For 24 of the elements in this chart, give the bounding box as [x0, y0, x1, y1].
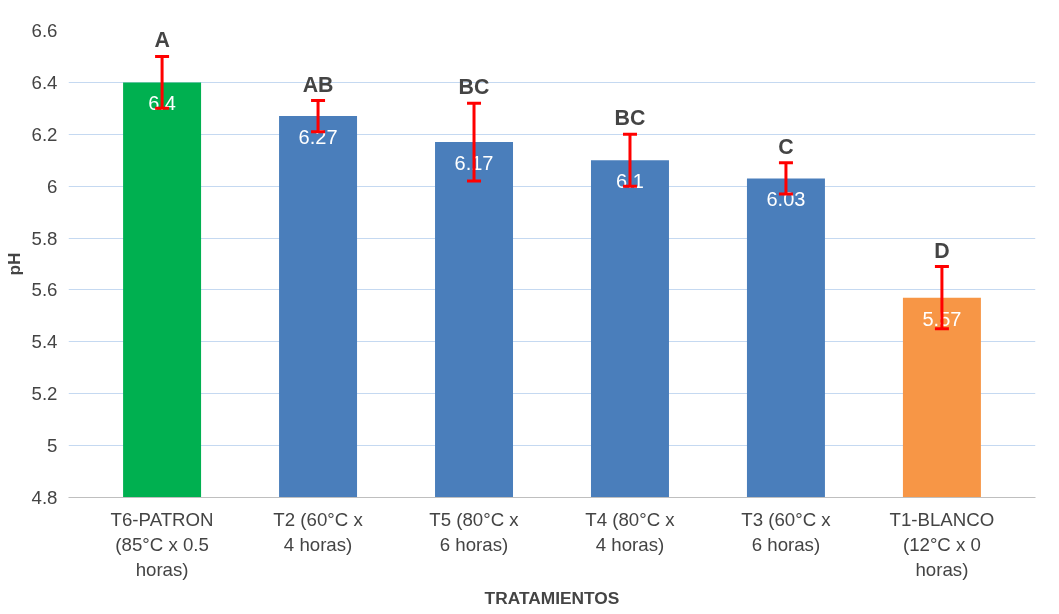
y-tick-label: 4.8	[31, 487, 58, 508]
annotation: C	[778, 134, 794, 159]
annotation: D	[934, 238, 950, 263]
y-tick-label: 6.6	[31, 20, 58, 41]
y-tick-label: 5.2	[31, 383, 58, 405]
annotation: AB	[302, 72, 334, 97]
y-tick-label: 5	[47, 435, 58, 457]
y-tick-label: 6.2	[31, 123, 58, 145]
y-tick-label: 5.8	[31, 227, 58, 249]
annotation: BC	[614, 106, 646, 131]
x-tick-label: T4 (80°C x 4 horas)	[585, 508, 676, 555]
y-tick-label: 5.4	[31, 331, 58, 353]
y-tick-label: 6.4	[31, 71, 58, 93]
x-tick-label: T1-BLANCO (12°C x 0 horas)	[889, 508, 995, 580]
x-tick-label: T3 (60°C x 6 horas)	[741, 508, 832, 555]
annotation: A	[154, 28, 170, 53]
y-tick-label: 6	[47, 175, 58, 197]
x-tick-label: T2 (60°C x 4 horas)	[273, 508, 364, 555]
y-axis-title: pH	[3, 252, 24, 276]
x-axis-title: TRATAMIENTOS	[484, 587, 620, 608]
x-tick-label: T5 (80°C x 6 horas)	[429, 508, 520, 555]
x-tick-label: T6-PATRON (85°C x 0.5 horas)	[110, 508, 214, 580]
annotation: BC	[458, 75, 490, 100]
y-tick-label: 5.6	[31, 279, 58, 301]
